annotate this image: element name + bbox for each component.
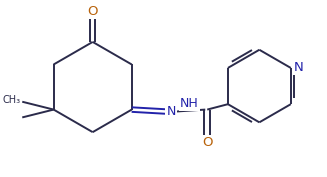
Text: N: N (294, 61, 303, 74)
Text: O: O (87, 5, 98, 18)
Text: O: O (202, 136, 213, 149)
Text: NH: NH (180, 97, 199, 110)
Text: N: N (166, 105, 176, 118)
Text: CH₃: CH₃ (2, 95, 20, 105)
